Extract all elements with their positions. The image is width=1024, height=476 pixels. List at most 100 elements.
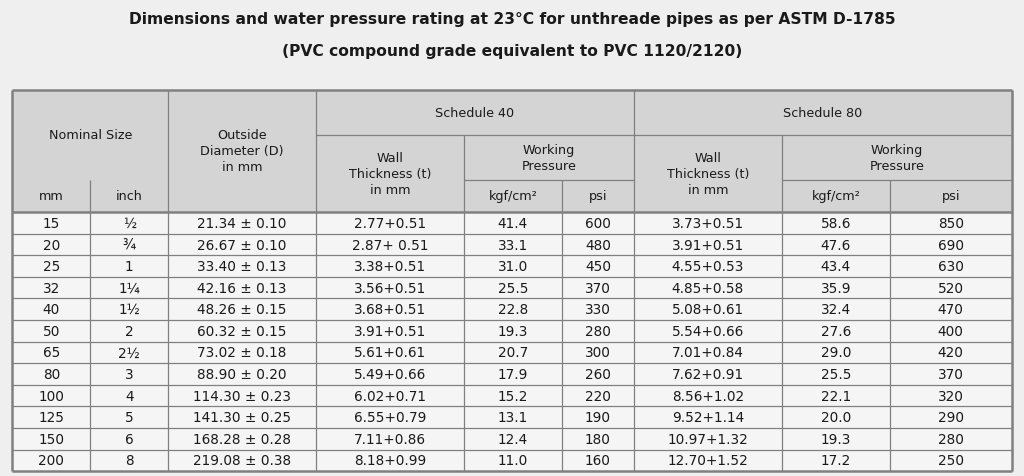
- Text: Dimensions and water pressure rating at 23°C for unthreade pipes as per ASTM D-1: Dimensions and water pressure rating at …: [129, 12, 895, 27]
- Text: Working
Pressure: Working Pressure: [521, 143, 577, 172]
- Text: 2½: 2½: [119, 346, 140, 360]
- Text: 200: 200: [38, 454, 65, 467]
- Text: 100: 100: [38, 389, 65, 403]
- Text: 6: 6: [125, 432, 133, 446]
- Text: 1: 1: [125, 259, 133, 274]
- Text: 3.73+0.51: 3.73+0.51: [672, 217, 744, 230]
- Text: 22.8: 22.8: [498, 303, 528, 317]
- Text: 250: 250: [938, 454, 964, 467]
- Text: 290: 290: [938, 410, 964, 425]
- Text: 50: 50: [43, 324, 60, 338]
- Text: 73.02 ± 0.18: 73.02 ± 0.18: [198, 346, 287, 360]
- Text: 180: 180: [585, 432, 611, 446]
- Text: 7.01+0.84: 7.01+0.84: [672, 346, 743, 360]
- Text: 5.54+0.66: 5.54+0.66: [672, 324, 744, 338]
- Bar: [12, 256, 1012, 278]
- Text: 41.4: 41.4: [498, 217, 528, 230]
- Text: 168.28 ± 0.28: 168.28 ± 0.28: [194, 432, 291, 446]
- Text: 6.02+0.71: 6.02+0.71: [354, 389, 426, 403]
- Text: 25.5: 25.5: [820, 367, 851, 381]
- Text: 2: 2: [125, 324, 133, 338]
- Text: 12.70+1.52: 12.70+1.52: [668, 454, 749, 467]
- Bar: [12, 364, 1012, 385]
- Text: 25.5: 25.5: [498, 281, 528, 295]
- Text: 3.91+0.51: 3.91+0.51: [354, 324, 426, 338]
- Text: 12.4: 12.4: [498, 432, 528, 446]
- Text: 3.38+0.51: 3.38+0.51: [354, 259, 426, 274]
- Bar: [12, 320, 1012, 342]
- Text: 150: 150: [38, 432, 65, 446]
- Text: Nominal Size: Nominal Size: [48, 129, 132, 142]
- Text: 10.97+1.32: 10.97+1.32: [668, 432, 749, 446]
- Text: 9.52+1.14: 9.52+1.14: [672, 410, 744, 425]
- Text: 300: 300: [585, 346, 611, 360]
- Text: (PVC compound grade equivalent to PVC 1120/2120): (PVC compound grade equivalent to PVC 11…: [282, 44, 742, 59]
- Text: Schedule 40: Schedule 40: [435, 107, 515, 119]
- Bar: [12, 90, 1012, 135]
- Text: 29.0: 29.0: [820, 346, 851, 360]
- Bar: [12, 278, 1012, 299]
- Text: psi: psi: [589, 190, 607, 203]
- Text: 5.08+0.61: 5.08+0.61: [672, 303, 744, 317]
- Text: 3: 3: [125, 367, 133, 381]
- Text: 58.6: 58.6: [820, 217, 851, 230]
- Text: 630: 630: [938, 259, 964, 274]
- Text: 17.2: 17.2: [820, 454, 851, 467]
- Text: 6.55+0.79: 6.55+0.79: [354, 410, 426, 425]
- Text: 47.6: 47.6: [820, 238, 851, 252]
- Bar: [12, 135, 1012, 180]
- Bar: [12, 180, 1012, 213]
- Text: 8: 8: [125, 454, 133, 467]
- Text: 470: 470: [938, 303, 964, 317]
- Text: 1¼: 1¼: [119, 281, 140, 295]
- Text: 13.1: 13.1: [498, 410, 528, 425]
- Text: 35.9: 35.9: [820, 281, 851, 295]
- Text: 370: 370: [938, 367, 964, 381]
- Text: 480: 480: [585, 238, 611, 252]
- Text: 5.49+0.66: 5.49+0.66: [354, 367, 426, 381]
- Text: 1½: 1½: [119, 303, 140, 317]
- Text: 11.0: 11.0: [498, 454, 528, 467]
- Text: 60.32 ± 0.15: 60.32 ± 0.15: [198, 324, 287, 338]
- Text: inch: inch: [116, 190, 142, 203]
- Bar: [12, 234, 1012, 256]
- Text: 5.61+0.61: 5.61+0.61: [354, 346, 426, 360]
- Text: 31.0: 31.0: [498, 259, 528, 274]
- Text: 690: 690: [938, 238, 964, 252]
- Text: 600: 600: [585, 217, 611, 230]
- Text: 17.9: 17.9: [498, 367, 528, 381]
- Text: mm: mm: [39, 190, 63, 203]
- Text: 420: 420: [938, 346, 964, 360]
- Text: Wall
Thickness (t)
in mm: Wall Thickness (t) in mm: [667, 151, 750, 197]
- Text: 42.16 ± 0.13: 42.16 ± 0.13: [198, 281, 287, 295]
- Bar: [12, 407, 1012, 428]
- Text: psi: psi: [941, 190, 959, 203]
- Text: 33.1: 33.1: [498, 238, 528, 252]
- Text: 8.18+0.99: 8.18+0.99: [354, 454, 426, 467]
- Text: 219.08 ± 0.38: 219.08 ± 0.38: [194, 454, 291, 467]
- Text: 850: 850: [938, 217, 964, 230]
- Text: Wall
Thickness (t)
in mm: Wall Thickness (t) in mm: [349, 151, 431, 197]
- Text: 4: 4: [125, 389, 133, 403]
- Text: 7.62+0.91: 7.62+0.91: [672, 367, 744, 381]
- Text: 330: 330: [585, 303, 611, 317]
- Text: 65: 65: [43, 346, 60, 360]
- Text: Outside
Diameter (D)
in mm: Outside Diameter (D) in mm: [201, 129, 284, 174]
- Text: 280: 280: [938, 432, 964, 446]
- Text: 450: 450: [585, 259, 611, 274]
- Bar: [12, 385, 1012, 407]
- Text: 8.56+1.02: 8.56+1.02: [672, 389, 744, 403]
- Text: 220: 220: [585, 389, 611, 403]
- Text: 260: 260: [585, 367, 611, 381]
- Text: 7.11+0.86: 7.11+0.86: [354, 432, 426, 446]
- Text: 160: 160: [585, 454, 611, 467]
- Text: 141.30 ± 0.25: 141.30 ± 0.25: [194, 410, 291, 425]
- Text: 27.6: 27.6: [820, 324, 851, 338]
- Bar: [12, 299, 1012, 320]
- Text: 5: 5: [125, 410, 133, 425]
- Text: 88.90 ± 0.20: 88.90 ± 0.20: [198, 367, 287, 381]
- Text: 15.2: 15.2: [498, 389, 528, 403]
- Text: kgf/cm²: kgf/cm²: [811, 190, 860, 203]
- Text: 22.1: 22.1: [820, 389, 851, 403]
- Text: 280: 280: [585, 324, 611, 338]
